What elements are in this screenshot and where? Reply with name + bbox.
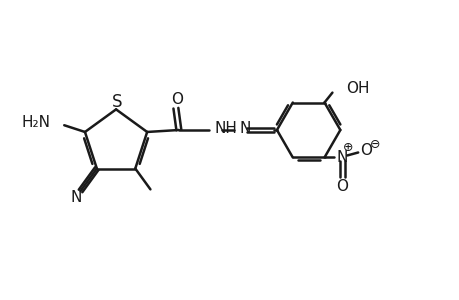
Text: O: O (359, 143, 371, 158)
Text: ⊖: ⊖ (369, 138, 380, 151)
Text: O: O (336, 179, 347, 194)
Text: N: N (336, 150, 347, 165)
Text: NH: NH (214, 121, 237, 136)
Text: O: O (170, 92, 183, 107)
Text: S: S (112, 93, 122, 111)
Text: H₂N: H₂N (21, 115, 50, 130)
Text: ⊕: ⊕ (342, 141, 353, 154)
Text: N: N (70, 190, 81, 205)
Text: OH: OH (346, 81, 369, 96)
Text: N: N (239, 121, 250, 136)
